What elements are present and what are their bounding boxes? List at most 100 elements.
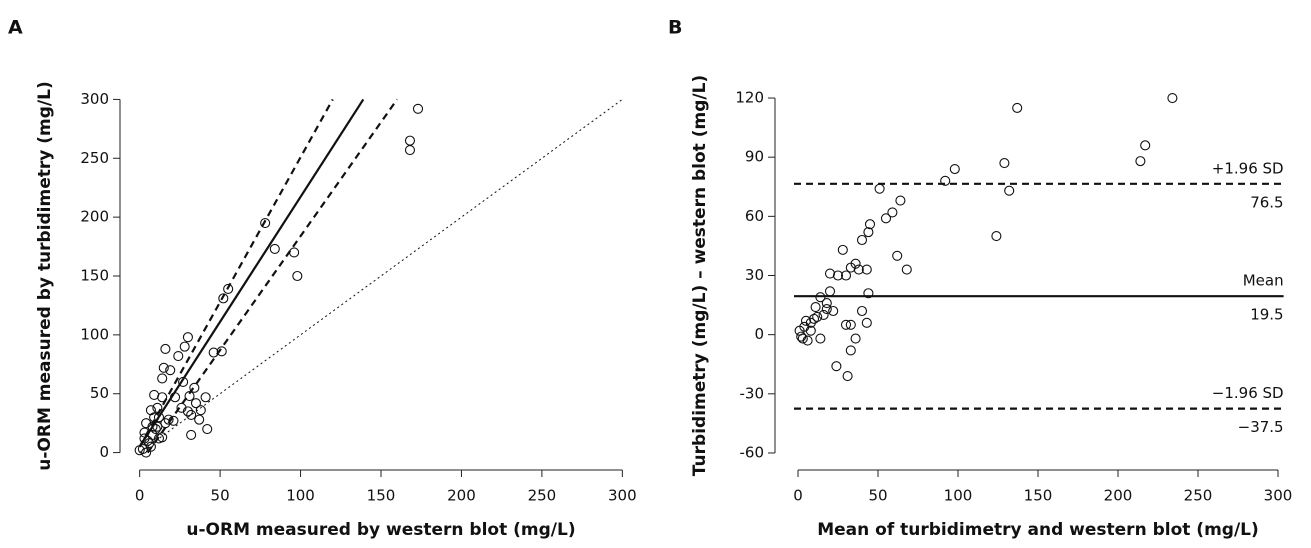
point bbox=[260, 217, 271, 229]
x-tick-label: 300 bbox=[1264, 487, 1293, 505]
y-tick-label: -60 bbox=[740, 443, 765, 461]
point bbox=[141, 447, 152, 458]
x-tick-label: 0 bbox=[135, 487, 145, 505]
point bbox=[150, 423, 161, 435]
point bbox=[153, 433, 165, 444]
point bbox=[179, 341, 190, 352]
point bbox=[269, 243, 280, 254]
point bbox=[850, 333, 861, 344]
x-tick-label: 150 bbox=[367, 487, 396, 505]
point bbox=[810, 301, 821, 313]
point bbox=[991, 231, 1002, 242]
y-axis-title: Turbidimetry (mg/L) – western blot (mg/L… bbox=[690, 75, 710, 476]
point bbox=[1167, 92, 1178, 104]
y-tick-label: 90 bbox=[745, 148, 764, 166]
point bbox=[157, 373, 168, 384]
point bbox=[832, 270, 844, 281]
point bbox=[289, 247, 300, 258]
point bbox=[208, 347, 219, 358]
point bbox=[856, 305, 868, 317]
point bbox=[134, 445, 145, 456]
reference-name: Mean bbox=[1243, 272, 1284, 290]
x-tick-label: 200 bbox=[1104, 487, 1133, 505]
point bbox=[160, 343, 171, 355]
point bbox=[218, 293, 229, 304]
reference-name: +1.96 SD bbox=[1212, 159, 1284, 177]
point bbox=[856, 234, 868, 246]
y-tick-label: 200 bbox=[80, 208, 109, 226]
x-axis-title: Mean of turbidimetry and western blot (m… bbox=[817, 520, 1259, 540]
x-tick-label: 50 bbox=[211, 487, 230, 505]
point bbox=[815, 333, 826, 344]
point bbox=[880, 213, 892, 224]
fit-line bbox=[138, 98, 365, 448]
point bbox=[797, 333, 808, 344]
point bbox=[874, 183, 885, 194]
x-tick-label: 300 bbox=[608, 487, 637, 505]
point bbox=[195, 405, 206, 416]
point bbox=[831, 361, 842, 372]
point bbox=[412, 103, 424, 114]
y-tick-label: 100 bbox=[80, 325, 109, 343]
x-tick-label: 100 bbox=[944, 487, 973, 505]
y-tick-label: 0 bbox=[99, 443, 109, 461]
y-tick-label: -30 bbox=[740, 384, 765, 402]
point bbox=[837, 244, 848, 255]
point bbox=[949, 163, 960, 175]
y-tick-label: 150 bbox=[80, 267, 109, 285]
point bbox=[168, 415, 179, 426]
point bbox=[147, 421, 158, 432]
point bbox=[1135, 156, 1146, 167]
point bbox=[853, 264, 864, 275]
point bbox=[147, 429, 158, 440]
point bbox=[824, 286, 836, 297]
y-tick-label: 30 bbox=[745, 266, 764, 284]
point bbox=[808, 313, 820, 324]
point bbox=[815, 292, 826, 303]
point bbox=[845, 345, 856, 356]
fit-line bbox=[146, 98, 398, 454]
point bbox=[892, 250, 903, 261]
point bbox=[152, 402, 163, 413]
point bbox=[861, 317, 872, 328]
y-axis-title: u-ORM measured by turbidimetry (mg/L) bbox=[35, 81, 55, 470]
fit-line bbox=[139, 99, 623, 453]
point bbox=[821, 298, 832, 309]
point bbox=[182, 332, 193, 343]
point bbox=[845, 262, 856, 273]
point bbox=[999, 158, 1010, 169]
reference-name: −1.96 SD bbox=[1212, 384, 1284, 402]
point bbox=[940, 175, 951, 186]
x-tick-label: 200 bbox=[447, 487, 476, 505]
point bbox=[216, 346, 227, 357]
reference-value: 76.5 bbox=[1250, 193, 1283, 211]
point bbox=[149, 412, 160, 423]
point bbox=[863, 288, 874, 299]
point bbox=[189, 382, 200, 393]
point bbox=[176, 402, 187, 413]
y-tick-label: 120 bbox=[735, 89, 764, 107]
point bbox=[805, 325, 816, 336]
point bbox=[145, 405, 156, 416]
point bbox=[404, 144, 416, 156]
y-tick-label: 300 bbox=[80, 90, 109, 108]
x-axis-title: u-ORM measured by western blot (mg/L) bbox=[186, 520, 575, 540]
point bbox=[840, 270, 852, 281]
point bbox=[895, 195, 906, 206]
point bbox=[863, 227, 874, 238]
reference-value: −37.5 bbox=[1238, 418, 1284, 436]
x-tick-label: 50 bbox=[868, 487, 887, 505]
panel-label: A bbox=[8, 17, 23, 39]
point bbox=[840, 319, 852, 330]
point bbox=[178, 376, 189, 387]
x-tick-label: 0 bbox=[793, 487, 803, 505]
point bbox=[223, 283, 234, 294]
y-tick-label: 0 bbox=[754, 325, 764, 343]
point bbox=[158, 362, 169, 373]
point bbox=[901, 264, 912, 275]
x-tick-label: 250 bbox=[528, 487, 557, 505]
point bbox=[141, 418, 152, 429]
point bbox=[1004, 185, 1015, 196]
